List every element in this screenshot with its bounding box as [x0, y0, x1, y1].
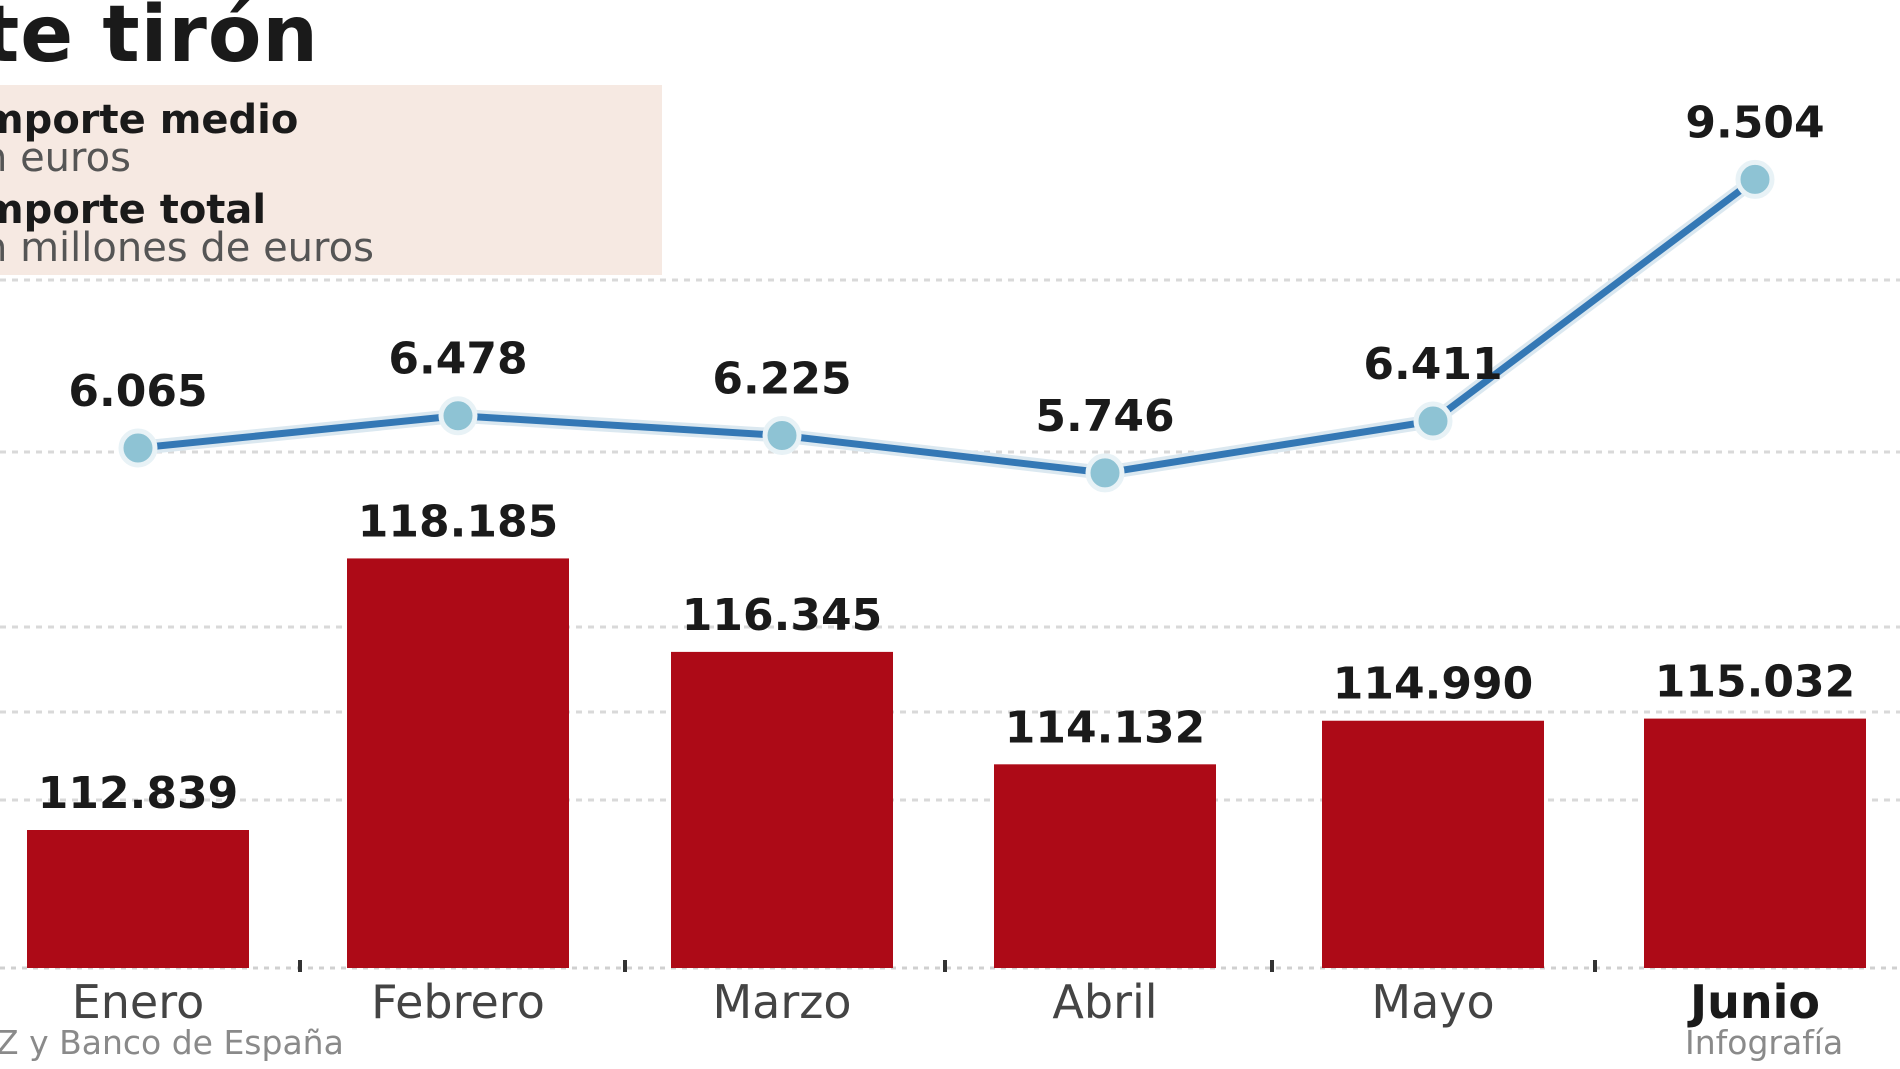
- bar-mayo: [1322, 720, 1544, 968]
- bar-abril: [994, 764, 1216, 968]
- line-marker: [1085, 453, 1125, 493]
- line-value-label: 6.411: [1363, 339, 1502, 390]
- category-label: Mayo: [1371, 975, 1494, 1029]
- credit-note: Infografía: [1685, 1023, 1844, 1062]
- line-value-label: 9.504: [1685, 97, 1824, 148]
- category-label: Enero: [72, 975, 205, 1029]
- bar-febrero: [347, 558, 569, 968]
- bar-marzo: [671, 651, 893, 968]
- bar-enero: [27, 830, 249, 968]
- line-marker: [438, 396, 478, 436]
- line-value-label: 5.746: [1035, 391, 1174, 442]
- line-value-label: 6.065: [68, 366, 207, 417]
- bar-value-label: 114.132: [1005, 702, 1205, 753]
- legend-line-unit: n euros: [0, 135, 131, 181]
- legend-box: mporte medio n euros mporte total n mill…: [0, 85, 662, 275]
- bar-junio: [1644, 718, 1866, 968]
- line-marker: [762, 416, 802, 456]
- legend-bar-label: mporte total: [0, 187, 267, 233]
- line-marker: [1413, 401, 1453, 441]
- line-halo: [137, 173, 1760, 480]
- category-label: Junio: [1687, 975, 1820, 1029]
- source-note: Z y Banco de España: [0, 1023, 344, 1062]
- category-label: Abril: [1052, 975, 1157, 1029]
- bar-value-label: 118.185: [358, 496, 558, 547]
- line-marker: [1735, 159, 1775, 199]
- line-value-label: 6.225: [712, 354, 851, 405]
- category-label: Marzo: [712, 975, 851, 1029]
- bar-value-label: 116.345: [682, 590, 882, 641]
- category-label: Febrero: [371, 975, 545, 1029]
- legend-line-label: mporte medio: [0, 97, 299, 143]
- chart-title: te tirón: [0, 0, 319, 80]
- bar-value-label: 115.032: [1655, 657, 1855, 708]
- bar-value-label: 114.990: [1333, 659, 1533, 710]
- line-value-label: 6.478: [388, 334, 527, 385]
- line-series: [137, 176, 1758, 477]
- bar-value-label: 112.839: [38, 768, 238, 819]
- legend-bar-unit: n millones de euros: [0, 225, 374, 271]
- line-marker: [118, 428, 158, 468]
